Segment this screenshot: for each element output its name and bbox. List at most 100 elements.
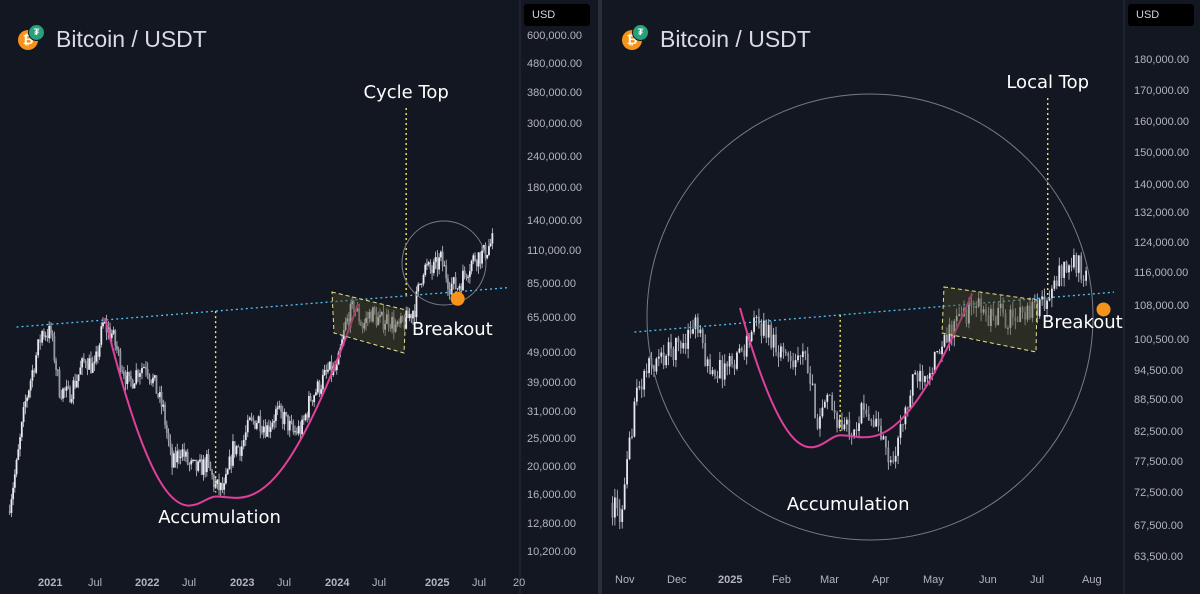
candle-body	[262, 426, 265, 433]
candle-body	[628, 437, 631, 460]
left-currency-selector[interactable]: USD	[524, 4, 590, 26]
candle-body	[438, 257, 441, 270]
candle-body	[977, 298, 980, 307]
candle-body	[894, 455, 897, 462]
bitcoin-tether-logo-icon: ₿ ₮	[622, 24, 652, 54]
candle-body	[221, 482, 224, 490]
candle-body	[889, 460, 892, 463]
candle-body	[933, 352, 936, 374]
candle-body	[228, 456, 231, 470]
candle-body	[130, 375, 132, 380]
candle-body	[921, 370, 924, 382]
candle-body	[1070, 265, 1073, 268]
candle-body	[665, 355, 668, 366]
candle-body	[1068, 265, 1070, 273]
candle-body	[219, 482, 222, 491]
candle-body	[413, 310, 416, 318]
price-axis-label: 180,000.00	[1134, 54, 1189, 66]
candle-body	[377, 317, 380, 326]
candle-body	[975, 306, 978, 308]
candle-body	[711, 370, 714, 375]
candle-body	[62, 388, 64, 399]
price-axis-label: 85,000.00	[527, 278, 576, 290]
candle-body	[733, 364, 736, 369]
candle-body	[1075, 255, 1078, 273]
candle-body	[780, 346, 782, 358]
candle-body	[70, 399, 73, 403]
tether-coin-icon: ₮	[28, 24, 45, 41]
highlight-circle	[646, 93, 1094, 541]
candle-body	[275, 409, 277, 421]
candle-body	[672, 348, 675, 361]
candle-body	[266, 425, 269, 437]
candle-body	[328, 361, 331, 370]
time-axis-label: 2023	[230, 577, 254, 589]
candle-body	[731, 355, 733, 365]
candle-body	[816, 418, 819, 429]
time-axis-label: 2025	[718, 574, 742, 586]
candle-body	[479, 252, 482, 264]
candle-body	[365, 317, 367, 323]
candle-body	[207, 454, 210, 463]
candle-body	[745, 336, 748, 357]
candle-body	[114, 330, 117, 346]
candle-body	[436, 257, 439, 270]
candle-body	[1036, 301, 1039, 317]
candle-body	[297, 426, 300, 434]
candle-body	[301, 419, 303, 435]
candle-body	[95, 351, 98, 362]
candle-body	[232, 441, 234, 466]
candle-body	[914, 372, 917, 375]
candle-body	[19, 437, 21, 450]
price-axis-label: 65,000.00	[527, 312, 576, 324]
candle-body	[427, 262, 430, 265]
candle-body	[216, 479, 219, 485]
right-currency-selector[interactable]: USD	[1128, 4, 1194, 26]
candle-body	[346, 318, 349, 322]
candle-body	[1065, 261, 1068, 273]
candle-body	[481, 250, 483, 264]
candle-body	[27, 390, 30, 398]
candle-body	[128, 371, 131, 376]
candle-body	[434, 257, 437, 262]
candle-body	[24, 401, 27, 408]
candle-body	[363, 322, 366, 329]
candle-body	[638, 386, 641, 388]
candle-body	[26, 397, 29, 402]
candle-body	[450, 283, 453, 295]
candle-body	[366, 317, 369, 319]
candle-body	[909, 395, 912, 408]
breakout-dot	[450, 291, 465, 306]
candle-body	[441, 251, 444, 266]
candle-body	[261, 431, 263, 433]
price-axis-label: 16,000.00	[527, 489, 576, 501]
candle-body	[728, 355, 731, 367]
price-axis-label: 25,000.00	[527, 433, 576, 445]
candle-body	[980, 298, 983, 313]
candle-body	[308, 395, 310, 418]
candle-body	[736, 352, 738, 369]
candle-body	[814, 383, 816, 419]
price-axis-label: 82,500.00	[1134, 426, 1183, 438]
candle-body	[439, 251, 442, 258]
candle-body	[197, 461, 200, 471]
consolidation-channel	[941, 286, 1038, 353]
candle-body	[431, 269, 433, 273]
candle-body	[15, 459, 18, 475]
candle-body	[1029, 305, 1031, 318]
candle-body	[613, 497, 616, 518]
candle-body	[341, 339, 343, 348]
candle-body	[831, 395, 834, 411]
candle-body	[169, 440, 172, 448]
candle-body	[69, 387, 71, 403]
candle-body	[1007, 327, 1009, 329]
candle-body	[55, 360, 57, 370]
time-axis-label: Mar	[820, 574, 839, 586]
time-axis-label: Jul	[277, 577, 291, 589]
candle-body	[143, 367, 145, 369]
time-axis-label: Jul	[1030, 574, 1044, 586]
candle-body	[358, 308, 361, 322]
candle-body	[1053, 280, 1056, 289]
candle-body	[171, 447, 174, 468]
candle-body	[82, 358, 85, 361]
